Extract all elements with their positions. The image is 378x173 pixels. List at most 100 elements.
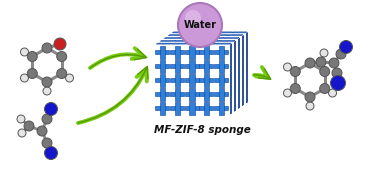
FancyBboxPatch shape [189, 102, 195, 115]
Circle shape [43, 87, 51, 95]
Polygon shape [217, 32, 232, 33]
Polygon shape [242, 91, 244, 106]
FancyBboxPatch shape [160, 60, 165, 73]
Polygon shape [234, 83, 236, 97]
FancyBboxPatch shape [170, 106, 184, 110]
Polygon shape [238, 38, 240, 52]
Circle shape [37, 126, 47, 136]
Circle shape [290, 84, 300, 93]
Polygon shape [228, 35, 243, 36]
Polygon shape [172, 32, 188, 33]
Circle shape [306, 102, 314, 110]
Polygon shape [242, 77, 244, 92]
Circle shape [57, 69, 67, 79]
FancyBboxPatch shape [219, 102, 224, 115]
Circle shape [329, 58, 339, 68]
Circle shape [20, 74, 28, 82]
FancyBboxPatch shape [189, 46, 195, 59]
Text: MF-ZIF-8 sponge: MF-ZIF-8 sponge [153, 125, 250, 135]
FancyBboxPatch shape [200, 63, 214, 69]
Circle shape [320, 49, 328, 57]
Polygon shape [220, 40, 235, 41]
Polygon shape [238, 80, 240, 94]
Circle shape [328, 89, 336, 97]
Polygon shape [202, 32, 217, 33]
Polygon shape [230, 72, 232, 86]
FancyBboxPatch shape [160, 74, 165, 87]
FancyBboxPatch shape [184, 78, 199, 83]
Circle shape [290, 66, 300, 76]
FancyBboxPatch shape [189, 60, 195, 73]
Circle shape [24, 121, 34, 131]
Polygon shape [234, 97, 236, 111]
FancyBboxPatch shape [170, 63, 184, 69]
Polygon shape [238, 66, 240, 80]
FancyBboxPatch shape [219, 46, 224, 59]
Polygon shape [230, 58, 232, 72]
Polygon shape [234, 41, 236, 55]
Circle shape [305, 92, 315, 102]
Circle shape [305, 58, 315, 68]
Polygon shape [201, 43, 216, 44]
Polygon shape [246, 61, 248, 75]
Polygon shape [230, 100, 232, 114]
Polygon shape [246, 89, 248, 103]
Circle shape [316, 57, 326, 67]
Polygon shape [160, 40, 176, 41]
Polygon shape [187, 32, 203, 33]
FancyBboxPatch shape [200, 49, 214, 54]
FancyBboxPatch shape [204, 46, 209, 59]
Polygon shape [183, 35, 198, 36]
Circle shape [65, 74, 73, 82]
FancyBboxPatch shape [204, 102, 209, 115]
Circle shape [27, 69, 37, 79]
Circle shape [339, 40, 353, 53]
Text: Water: Water [183, 20, 217, 30]
FancyBboxPatch shape [155, 49, 169, 54]
FancyBboxPatch shape [155, 78, 169, 83]
Polygon shape [234, 55, 236, 69]
Polygon shape [205, 40, 220, 41]
FancyBboxPatch shape [204, 88, 209, 101]
Polygon shape [246, 47, 248, 61]
FancyBboxPatch shape [160, 102, 165, 115]
Circle shape [45, 147, 57, 160]
Circle shape [320, 66, 330, 76]
Circle shape [185, 10, 201, 26]
Circle shape [20, 48, 28, 56]
Circle shape [284, 63, 291, 71]
Polygon shape [242, 63, 244, 78]
FancyBboxPatch shape [189, 88, 195, 101]
Circle shape [54, 38, 66, 50]
Circle shape [332, 68, 342, 78]
FancyBboxPatch shape [214, 63, 228, 69]
FancyBboxPatch shape [189, 74, 195, 87]
FancyBboxPatch shape [184, 49, 199, 54]
FancyBboxPatch shape [214, 49, 228, 54]
Polygon shape [230, 86, 232, 100]
Circle shape [57, 52, 67, 61]
Polygon shape [156, 43, 172, 44]
FancyBboxPatch shape [175, 102, 180, 115]
FancyBboxPatch shape [219, 60, 224, 73]
FancyBboxPatch shape [214, 106, 228, 110]
FancyBboxPatch shape [175, 88, 180, 101]
FancyBboxPatch shape [155, 92, 169, 97]
FancyBboxPatch shape [175, 60, 180, 73]
Polygon shape [246, 33, 248, 47]
Circle shape [178, 3, 222, 47]
FancyBboxPatch shape [170, 92, 184, 97]
Polygon shape [215, 43, 231, 44]
Circle shape [284, 89, 291, 97]
FancyBboxPatch shape [184, 63, 199, 69]
FancyBboxPatch shape [160, 88, 165, 101]
FancyBboxPatch shape [214, 78, 228, 83]
Circle shape [18, 129, 26, 137]
FancyBboxPatch shape [184, 106, 199, 110]
Circle shape [42, 77, 52, 87]
Polygon shape [198, 35, 213, 36]
Polygon shape [234, 69, 236, 83]
FancyBboxPatch shape [200, 92, 214, 97]
Polygon shape [190, 40, 205, 41]
FancyBboxPatch shape [155, 106, 169, 110]
